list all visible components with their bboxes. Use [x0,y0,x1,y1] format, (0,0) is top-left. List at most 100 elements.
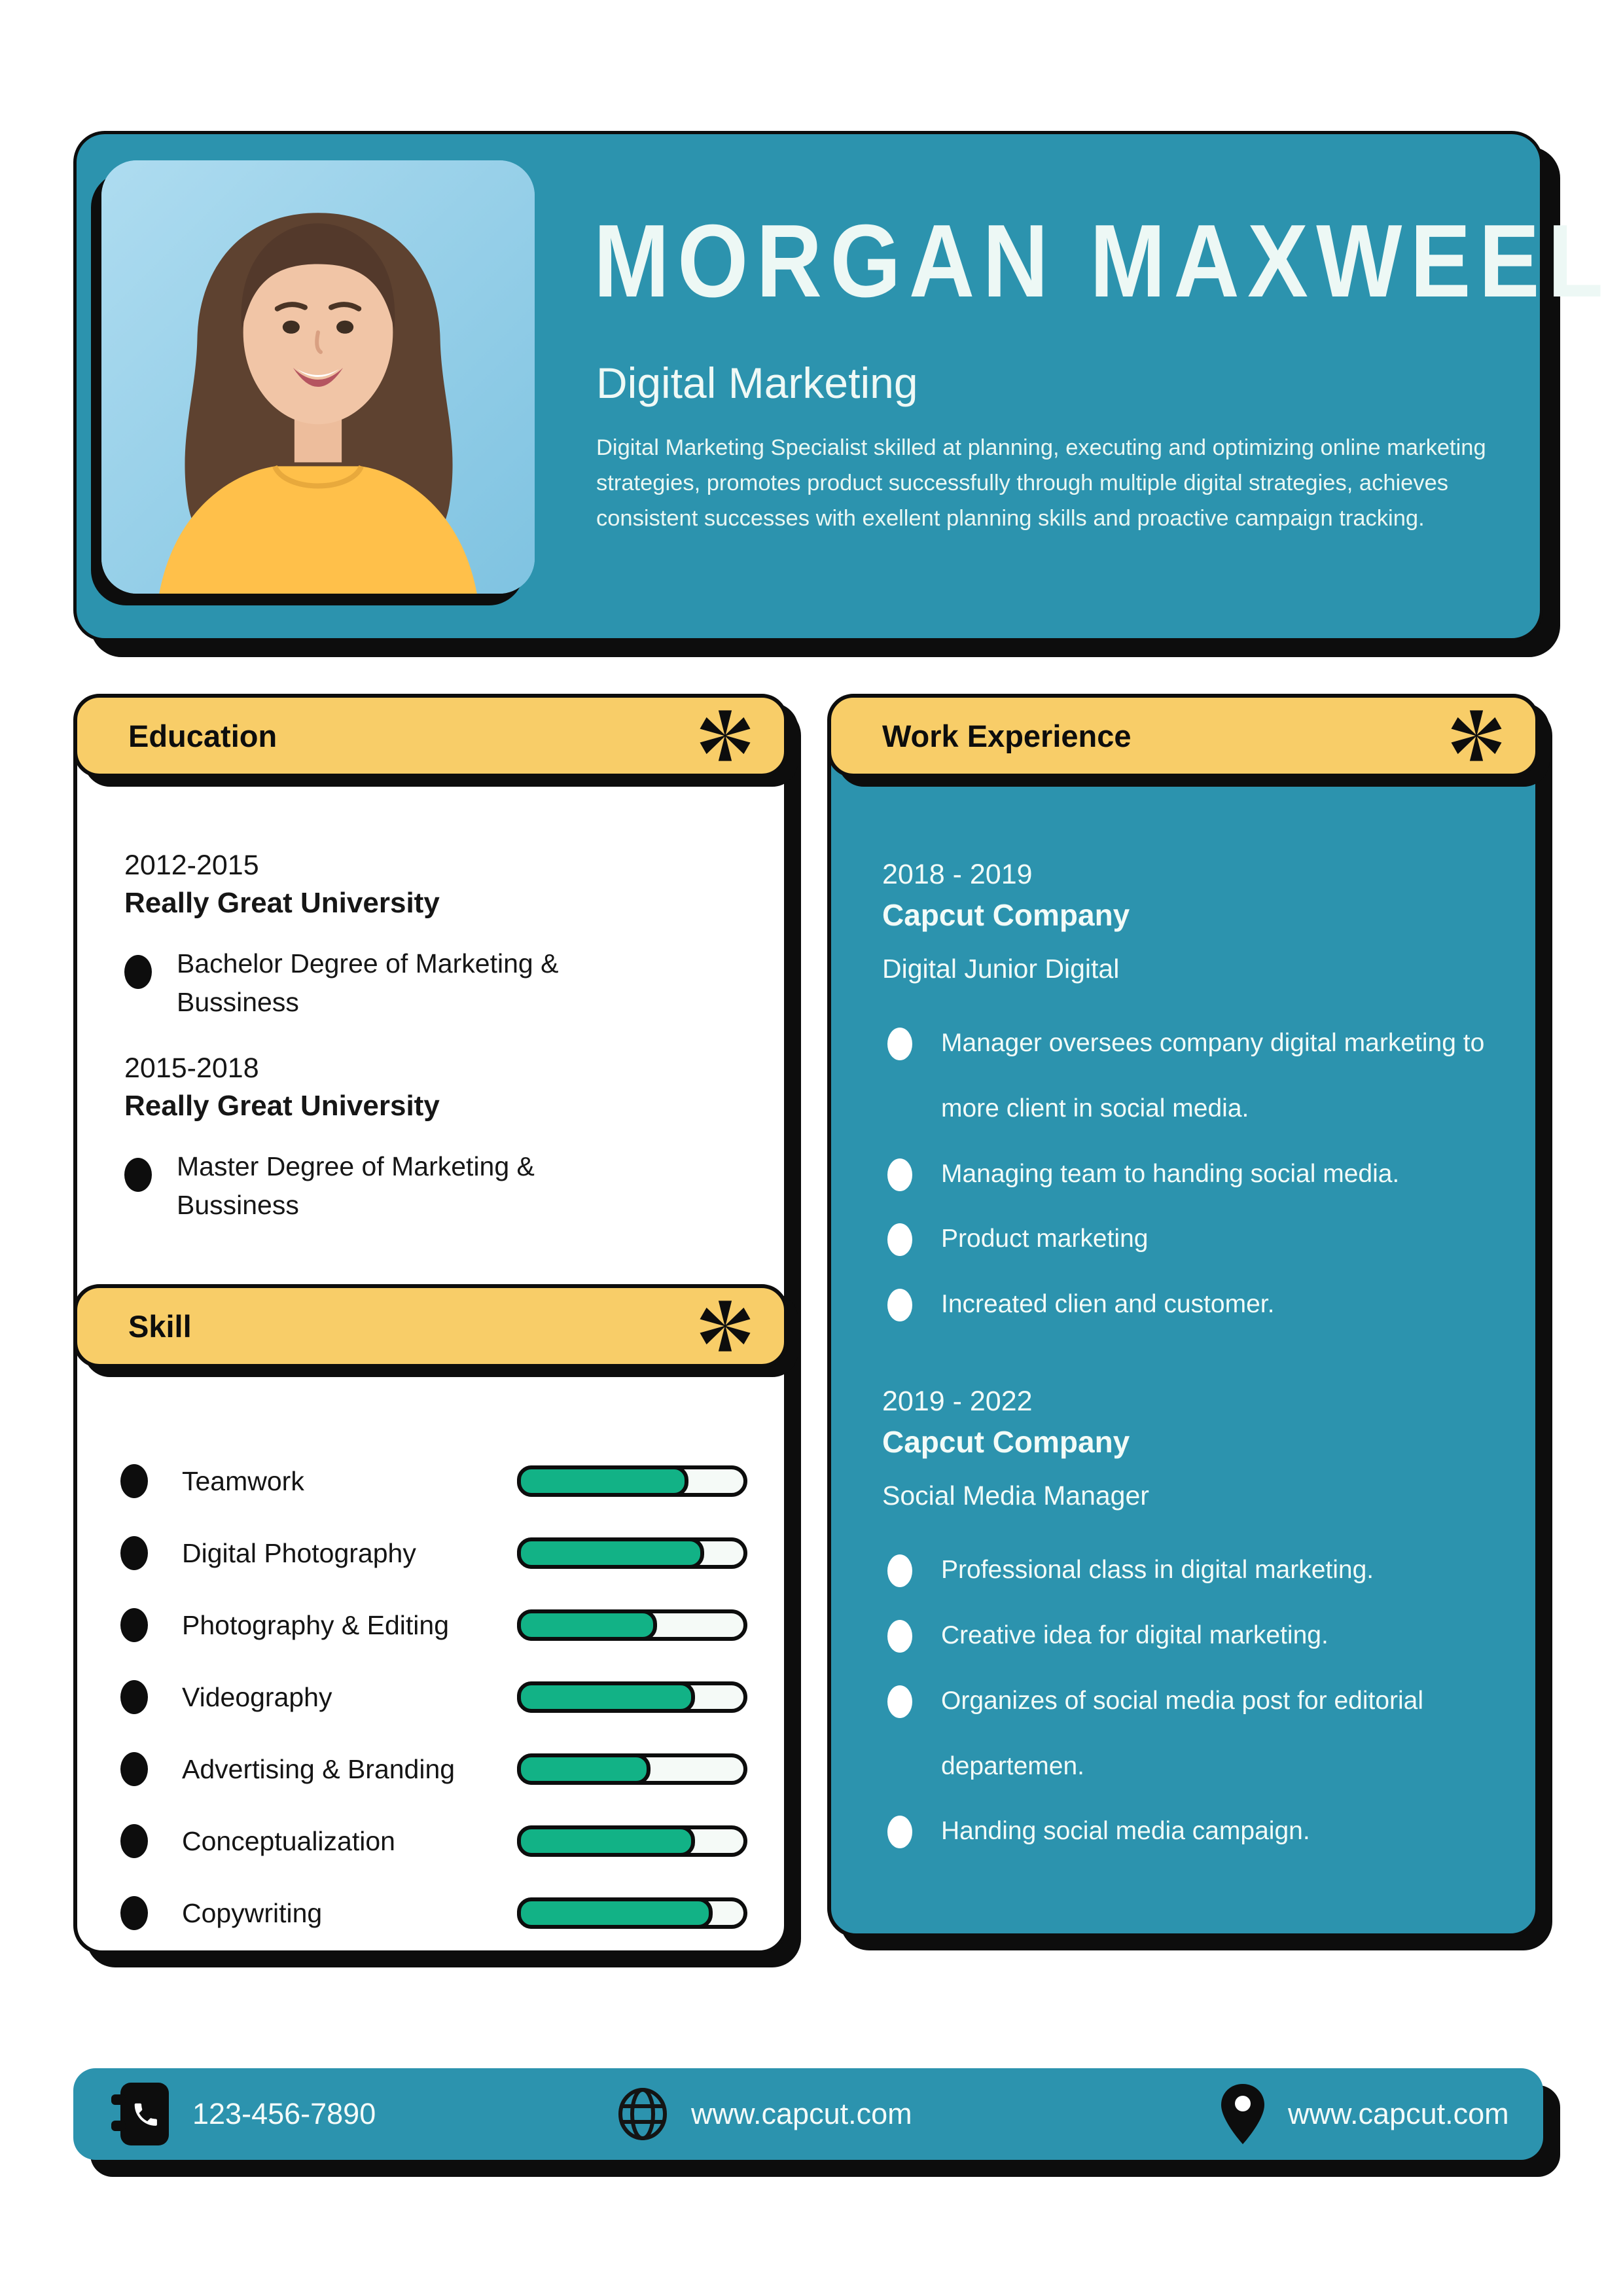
skill-row: Teamwork [120,1462,747,1500]
bullet-dot-icon [887,1816,912,1849]
job-bullet: Increated clien and customer. [882,1272,1501,1337]
job-years: 2018 - 2019 [882,859,1033,890]
education-school: Really Great University [124,1089,440,1122]
skill-label: Digital Photography [182,1537,416,1568]
job-bullet-text: Professional class in digital marketing. [941,1556,1374,1585]
skill-section-header: Skill [73,1284,788,1368]
skill-heading: Skill [128,1308,192,1344]
skill-progress-fill [517,1465,688,1497]
bullet-dot-icon [120,1536,148,1570]
education-years: 2015-2018 [124,1052,259,1084]
skill-row: Copywriting [120,1894,747,1932]
skill-progress-track [517,1825,747,1857]
skill-label: Advertising & Branding [182,1753,455,1784]
job-bullet-text: Handing social media campaign. [941,1817,1310,1846]
bullet-dot-icon [124,1157,152,1192]
skill-list: Teamwork Digital Photography Photography… [120,1462,747,1966]
skill-label: Teamwork [182,1465,304,1496]
education-skill-card: Education 2012-2015 Really Great Univers… [73,694,788,1954]
work-experience-list: 2018 - 2019 Capcut Company Digital Junio… [882,859,1501,1864]
job-bullet: Manager oversees company digital marketi… [882,1011,1501,1141]
skill-progress-fill [517,1825,695,1857]
header-card: MORGAN MAXWEEL Digital Marketing Digital… [73,131,1603,641]
skill-progress-fill [517,1609,658,1641]
bullet-dot-icon [887,1158,912,1191]
skill-label: Photography & Editing [182,1609,449,1640]
bullet-dot-icon [887,1554,912,1588]
website-url: www.capcut.com [691,2097,912,2130]
globe-icon [618,2088,667,2140]
skill-progress-track [517,1753,747,1785]
phone-icon [111,2083,169,2145]
work-experience-card: Work Experience 2018 - 2019 Capcut Compa… [827,694,1539,1937]
job-bullet-text: Manager oversees company digital marketi… [941,1029,1485,1122]
address-contact: www.capcut.com [1220,2068,1509,2160]
skill-label: Videography [182,1681,332,1712]
skill-progress-track [517,1681,747,1713]
address-url: www.capcut.com [1288,2097,1509,2130]
job-bullet-text: Increated clien and customer. [941,1290,1275,1319]
asterisk-icon [1451,710,1502,761]
job-role: Social Media Manager [882,1480,1149,1511]
profile-photo [101,160,535,594]
skill-progress-fill [517,1753,651,1785]
skill-progress-fill [517,1537,704,1569]
skill-row: Conceptualization [120,1822,747,1860]
person-title: Digital Marketing [596,359,918,407]
asterisk-icon [700,710,751,761]
education-school: Really Great University [124,887,440,919]
job-bullet: Organizes of social media post for edito… [882,1668,1501,1799]
skill-progress-track [517,1537,747,1569]
education-degree-row: Bachelor Degree of Marketing & Bussiness [124,944,745,1022]
job-years: 2019 - 2022 [882,1386,1033,1418]
job-bullet: Product marketing [882,1206,1501,1272]
bullet-dot-icon [124,955,152,989]
bullet-dot-icon [887,1685,912,1718]
person-name: MORGAN MAXWEEL [594,204,1612,319]
skill-progress-fill [517,1897,713,1929]
contact-footer: 123-456-7890 www.capcut.com www.capcut.c… [73,2068,1543,2160]
education-degree: Master Degree of Marketing & Bussiness [177,1151,535,1221]
work-experience-section-header: Work Experience [827,694,1539,778]
job-bullet-text: Creative idea for digital marketing. [941,1621,1329,1649]
job-bullet: Managing team to handing social media. [882,1141,1501,1207]
bullet-dot-icon [887,1028,912,1060]
education-heading: Education [128,718,277,753]
skill-row: Photography & Editing [120,1606,747,1644]
skill-row: Advertising & Branding [120,1750,747,1788]
bullet-dot-icon [887,1289,912,1322]
bullet-dot-icon [120,1896,148,1930]
skill-label: Copywriting [182,1897,323,1928]
bullet-dot-icon [120,1464,148,1498]
bullet-dot-icon [887,1619,912,1653]
job-role: Digital Junior Digital [882,954,1120,984]
job-bullet-list: Manager oversees company digital marketi… [882,1011,1501,1337]
job-bullet: Professional class in digital marketing. [882,1537,1501,1603]
education-item: 2015-2018 Really Great University Master… [124,1052,745,1225]
skill-row: Videography [120,1678,747,1716]
asterisk-icon [700,1300,751,1352]
job-bullet-text: Product marketing [941,1225,1149,1253]
education-item: 2012-2015 Really Great University Bachel… [124,850,745,1022]
job-bullet: Creative idea for digital marketing. [882,1603,1501,1668]
job-bullet-text: Managing team to handing social media. [941,1159,1400,1188]
phone-contact: 123-456-7890 [110,2068,376,2160]
work-experience-heading: Work Experience [882,718,1132,753]
skill-progress-fill [517,1681,695,1713]
bullet-dot-icon [120,1824,148,1858]
portrait-illustration [101,160,535,594]
phone-number: 123-456-7890 [192,2097,376,2130]
education-list: 2012-2015 Really Great University Bachel… [124,850,745,1255]
job-item: 2018 - 2019 Capcut Company Digital Junio… [882,859,1501,1337]
job-bullet: Handing social media campaign. [882,1799,1501,1864]
job-company: Capcut Company [882,898,1130,932]
bullet-dot-icon [120,1608,148,1642]
website-contact: www.capcut.com [616,2068,912,2160]
education-section-header: Education [73,694,788,778]
job-company: Capcut Company [882,1425,1130,1460]
skill-progress-track [517,1465,747,1497]
bullet-dot-icon [120,1680,148,1714]
skill-progress-track [517,1609,747,1641]
education-degree: Bachelor Degree of Marketing & Bussiness [177,948,559,1018]
